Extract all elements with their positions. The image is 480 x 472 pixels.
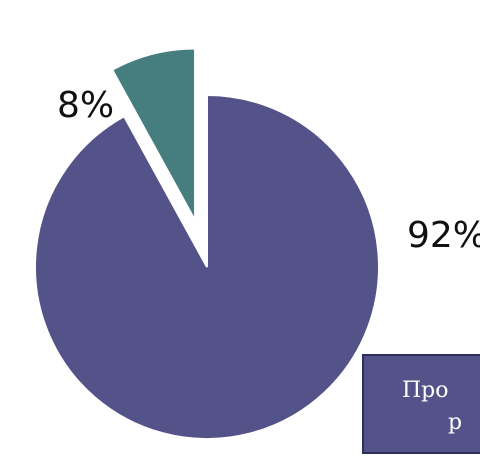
legend-text-line-2: р: [448, 410, 463, 435]
legend-box: Про р: [362, 354, 480, 454]
legend-text-line-1: Про: [402, 378, 449, 403]
pie-labels: 92% 8%: [57, 85, 480, 256]
slice-label-92: 92%: [407, 215, 480, 256]
pie-slice-92: [34, 93, 380, 440]
pie-slices: [34, 47, 380, 440]
slice-label-8: 8%: [57, 85, 114, 126]
pie-slice-8: [110, 47, 197, 221]
